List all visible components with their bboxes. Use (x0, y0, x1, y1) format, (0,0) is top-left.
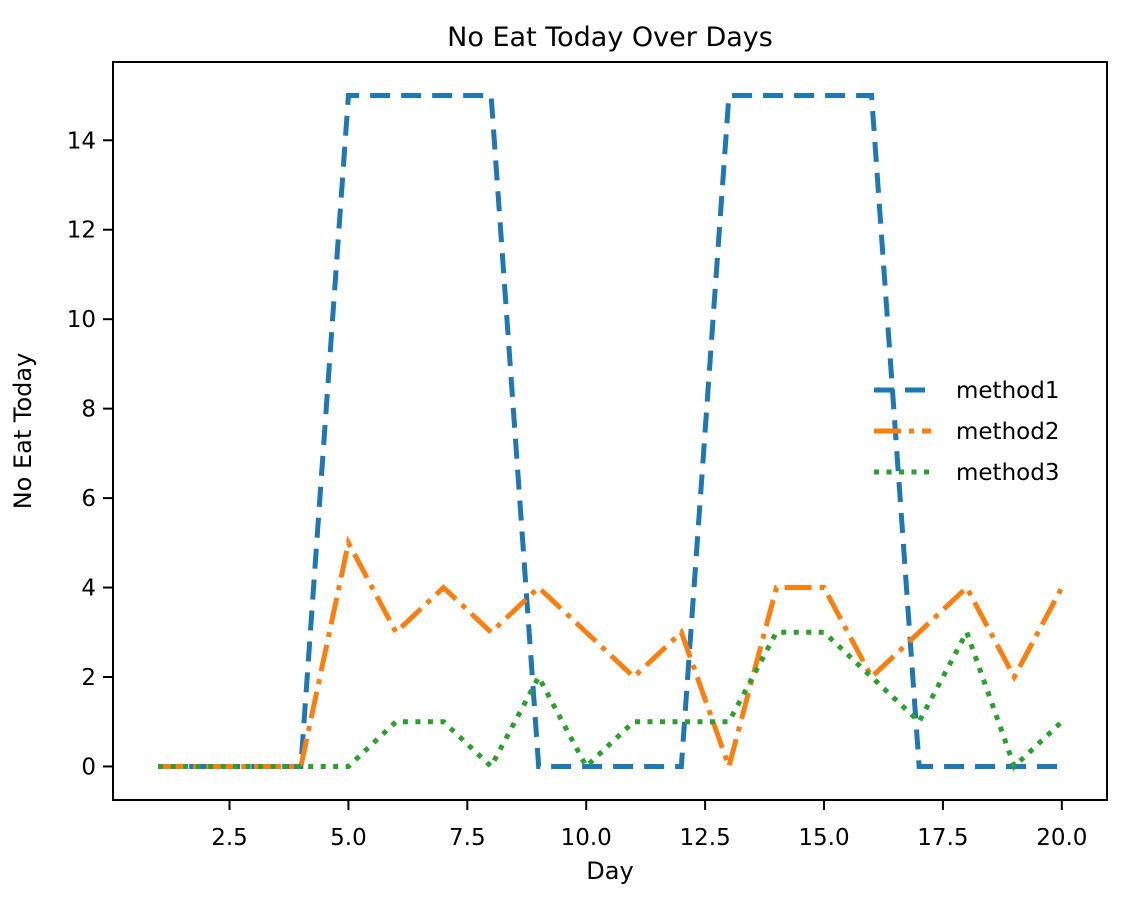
series-lines (158, 93, 1065, 775)
legend-label-method2: method2 (956, 419, 1059, 445)
x-tick-label: 20.0 (1036, 825, 1087, 851)
x-tick-label: 5.0 (330, 825, 367, 851)
y-tick-label: 10 (67, 307, 96, 333)
y-tick-label: 14 (67, 128, 96, 154)
legend-entry: method2 (874, 419, 1059, 445)
y-tick-label: 4 (81, 576, 96, 602)
x-tick-label: 12.5 (680, 825, 731, 851)
series-line-method1 (158, 93, 1062, 769)
x-tick-label: 15.0 (798, 825, 849, 851)
y-tick-label: 6 (81, 486, 96, 512)
series-line-method3 (158, 626, 1064, 771)
legend-label-method3: method3 (956, 460, 1059, 486)
x-tick-label: 10.0 (561, 825, 612, 851)
y-axis-ticks: 0 2 4 6 8 10 12 14 (67, 128, 113, 780)
plot-area-border (112, 61, 1108, 801)
y-tick-label: 12 (67, 218, 96, 244)
legend-entry: method3 (874, 460, 1059, 486)
x-axis-ticks: 2.5 5.0 7.5 10.0 12.5 15.0 17.5 20.0 (211, 800, 1087, 851)
x-tick-label: 7.5 (449, 825, 486, 851)
legend-entry: method1 (874, 378, 1059, 404)
series-line-method2 (158, 535, 1065, 775)
legend-label-method1: method1 (956, 378, 1059, 404)
chart-title: No Eat Today Over Days (447, 22, 773, 53)
y-tick-label: 8 (81, 397, 96, 423)
y-tick-label: 0 (81, 754, 96, 780)
y-axis-label: No Eat Today (9, 353, 37, 510)
x-axis-label: Day (586, 857, 633, 885)
x-tick-label: 17.5 (917, 825, 968, 851)
legend: method1 method2 method3 (874, 378, 1059, 486)
x-tick-label: 2.5 (211, 825, 248, 851)
y-tick-label: 2 (81, 665, 96, 691)
